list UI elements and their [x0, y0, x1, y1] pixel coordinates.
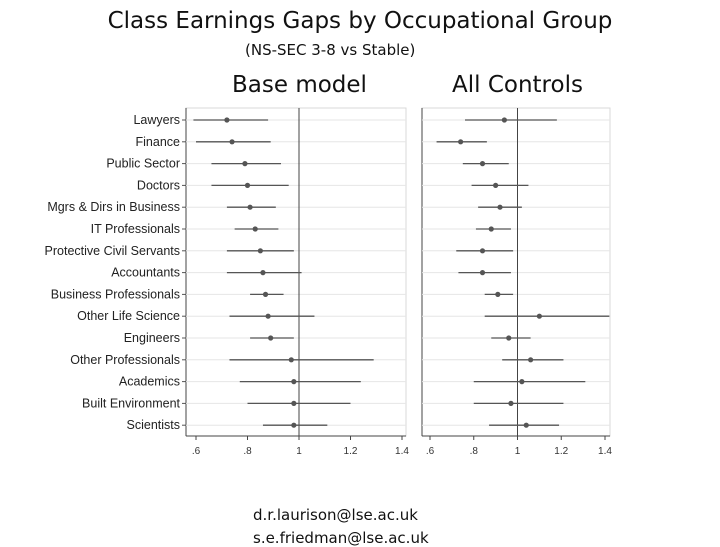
x-tick-label: 1: [515, 446, 521, 457]
category-label: Other Professionals: [70, 353, 180, 367]
point-estimate: [493, 182, 499, 188]
x-tick-label: .8: [243, 446, 252, 457]
category-label: Doctors: [137, 178, 180, 192]
panel-all-controls: .6 .8 1 1.2 1.4: [421, 107, 612, 457]
x-tick-label: 1.2: [344, 446, 358, 457]
point-estimate: [501, 117, 507, 123]
category-labels: Lawyers Finance Public Sector Doctors Mgrs &…: [45, 113, 186, 432]
point-estimate: [257, 248, 263, 254]
panel-title-base-model: Base model: [232, 72, 367, 98]
point-estimate: [458, 139, 464, 145]
category-label: Mgrs & Dirs in Business: [47, 200, 180, 214]
point-estimate: [247, 204, 253, 210]
x-tick-label: 1.4: [598, 446, 612, 457]
point-estimate: [506, 335, 512, 341]
category-label: Finance: [136, 135, 181, 149]
point-estimate: [495, 291, 501, 297]
category-label: Engineers: [124, 331, 180, 345]
x-tick-label: 1: [296, 446, 302, 457]
x-tick-label: 1.4: [395, 446, 409, 457]
point-estimate: [536, 313, 542, 319]
point-estimate: [488, 226, 494, 232]
x-tick-label: 1.2: [554, 446, 568, 457]
point-estimate: [523, 422, 529, 428]
chart-subtitle: (NS-SEC 3-8 vs Stable): [245, 41, 416, 59]
point-estimate: [519, 379, 525, 385]
point-estimate: [224, 117, 230, 123]
panel-title-all-controls: All Controls: [452, 72, 583, 98]
point-estimate: [288, 357, 294, 363]
point-estimate: [497, 204, 503, 210]
point-estimate: [265, 313, 271, 319]
point-estimate: [229, 139, 235, 145]
point-estimate: [479, 161, 486, 167]
author-email-2[interactable]: s.e.friedman@lse.ac.uk: [253, 529, 429, 547]
point-estimate: [479, 270, 486, 276]
category-label: Public Sector: [106, 157, 180, 171]
point-estimate: [291, 400, 297, 406]
x-tick-label: .8: [470, 446, 479, 457]
category-label: Other Life Science: [77, 309, 180, 323]
point-estimate: [244, 182, 251, 188]
plot-frame: [421, 107, 611, 437]
point-estimate: [291, 379, 297, 385]
chart-title: Class Earnings Gaps by Occupational Grou…: [107, 8, 613, 34]
point-estimate: [479, 248, 486, 254]
point-estimate: [252, 226, 258, 232]
point-estimate: [508, 400, 514, 406]
point-estimate: [528, 357, 534, 363]
category-label: Business Professionals: [51, 287, 180, 301]
category-label: Scientists: [127, 418, 181, 432]
author-email-1[interactable]: d.r.laurison@lse.ac.uk: [253, 506, 418, 524]
point-estimate: [291, 422, 297, 428]
point-estimate: [260, 270, 266, 276]
x-tick-label: .6: [426, 446, 435, 457]
point-estimate: [268, 335, 274, 341]
category-label: Protective Civil Servants: [45, 244, 180, 258]
category-label: IT Professionals: [91, 222, 180, 236]
category-label: Built Environment: [82, 396, 180, 410]
category-label: Lawyers: [133, 113, 180, 127]
category-label: Accountants: [111, 266, 180, 280]
category-label: Academics: [119, 375, 180, 389]
point-estimate: [242, 161, 248, 167]
coefficient-plot: Lawyers Finance Public Sector Doctors Mgrs &…: [45, 107, 612, 457]
point-estimate: [262, 291, 269, 297]
panel-base-model: .6 .8 1 1.2 1.4: [185, 107, 409, 457]
x-tick-label: .6: [192, 446, 201, 457]
